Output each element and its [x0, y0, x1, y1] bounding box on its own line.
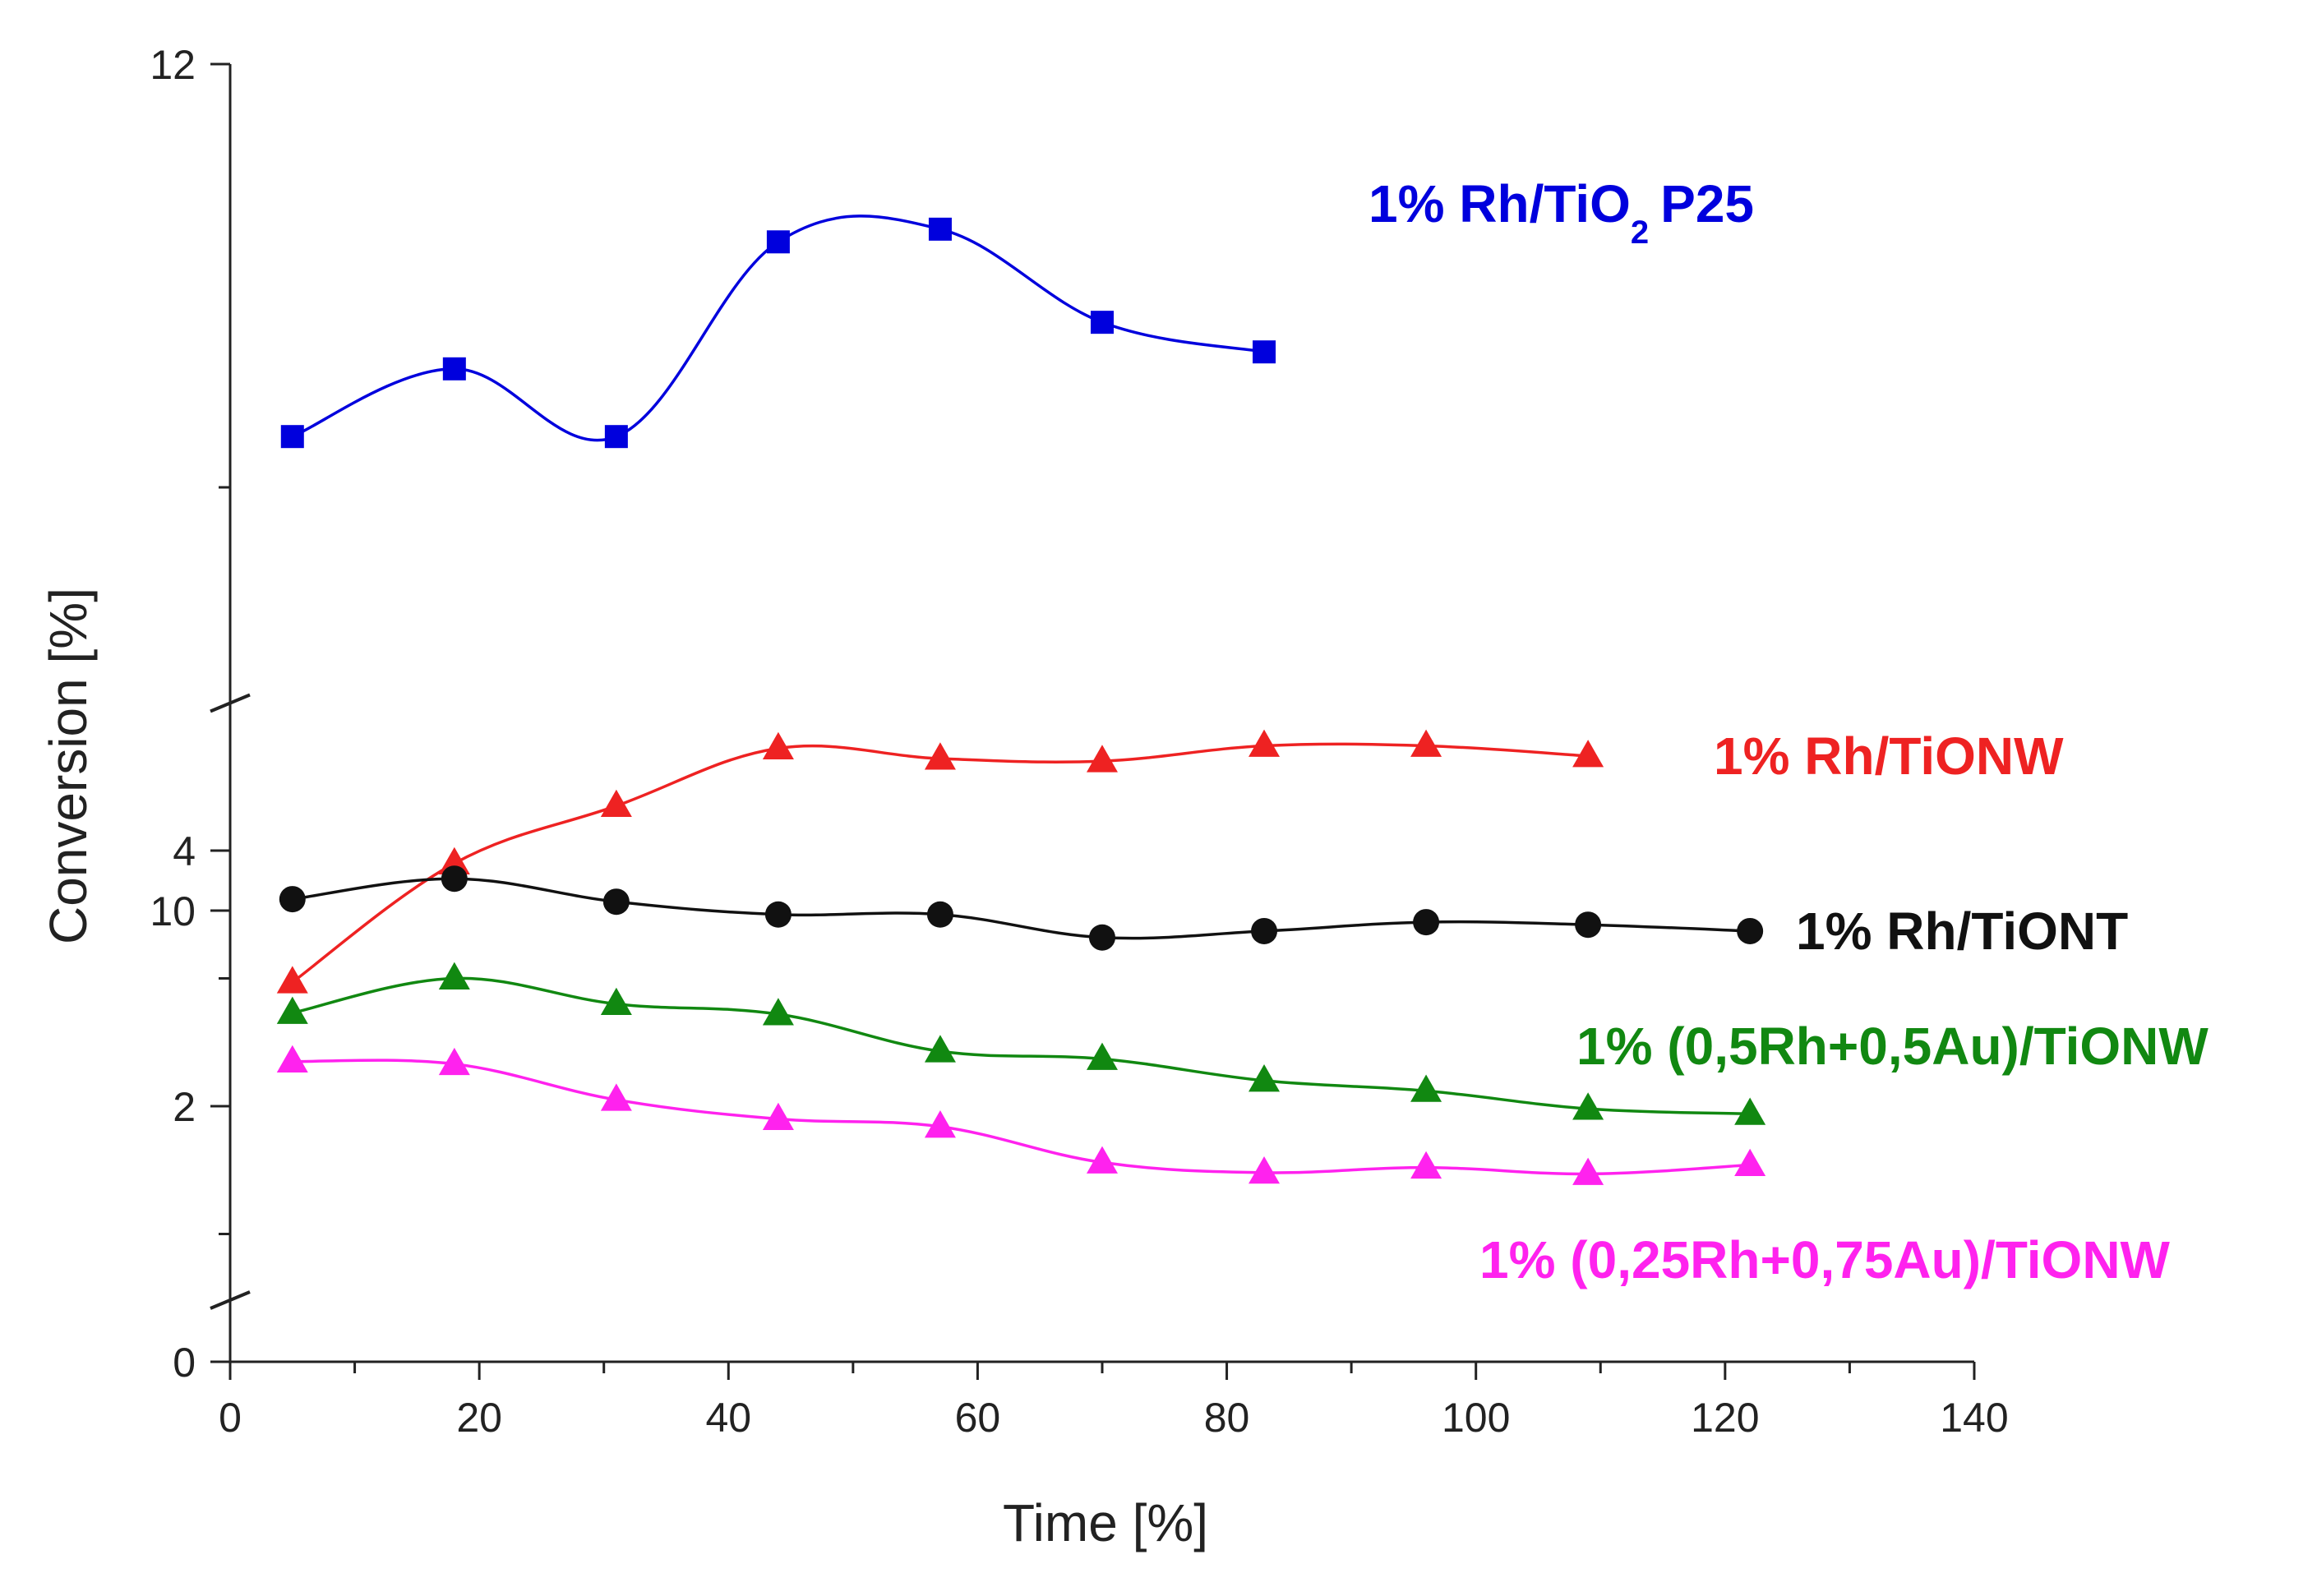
- series-labels: 1% Rh/TiO2 P25 1% Rh/TiONW 1% Rh/TiONT 1%…: [1369, 174, 2209, 1289]
- data-point-triangle: [276, 996, 308, 1024]
- data-point-triangle: [1572, 1092, 1604, 1120]
- y-tick-label: 4: [173, 828, 196, 874]
- data-point-circle: [764, 901, 792, 928]
- y-axis-break-mark-upper: [210, 1290, 251, 1310]
- series-label-rh-tiont: 1% Rh/TiONT: [1796, 902, 2128, 961]
- data-point-circle: [441, 865, 468, 893]
- series-line: [292, 877, 1751, 940]
- data-point-triangle: [1410, 1074, 1442, 1102]
- x-tick-label: 60: [955, 1395, 1001, 1441]
- series-2: [279, 865, 1764, 951]
- series-0: [280, 214, 1276, 449]
- data-point-square: [766, 230, 790, 254]
- data-point-triangle: [1086, 745, 1118, 773]
- data-point-triangle: [924, 1110, 956, 1138]
- data-point-circle: [1088, 924, 1115, 951]
- data-point-triangle: [924, 1035, 956, 1063]
- data-point-triangle: [762, 1102, 794, 1130]
- data-point-circle: [602, 888, 630, 916]
- data-point-triangle: [438, 962, 470, 989]
- data-point-square: [1253, 340, 1276, 364]
- data-point-triangle: [1249, 729, 1281, 757]
- data-point-square: [1090, 311, 1114, 334]
- data-point-triangle: [1086, 1146, 1118, 1174]
- data-point-triangle: [1410, 1151, 1442, 1179]
- data-point-triangle: [1086, 1042, 1118, 1070]
- y-axis-title: Conversion [%]: [39, 588, 98, 944]
- y-tick-label: 0: [173, 1340, 196, 1386]
- data-point-triangle: [924, 742, 956, 770]
- data-point-triangle: [1734, 1148, 1766, 1176]
- data-point-triangle: [1572, 740, 1604, 768]
- x-tick-label: 80: [1204, 1395, 1250, 1441]
- data-point-triangle: [762, 731, 794, 760]
- data-point-square: [604, 425, 628, 449]
- series-line: [292, 1059, 1751, 1176]
- data-point-circle: [1413, 909, 1440, 936]
- data-point-circle: [279, 886, 306, 913]
- data-point-circle: [1575, 911, 1602, 939]
- y-tick-label: 10: [150, 888, 196, 934]
- axes: 0 20 40 60 80 100 120 140 0 2 4 10 12: [150, 42, 2008, 1441]
- x-tick-label: 100: [1442, 1395, 1510, 1441]
- series-3: [276, 962, 1766, 1125]
- data-point-circle: [1251, 917, 1278, 944]
- data-point-triangle: [600, 1083, 632, 1111]
- y-axis-break-mark-lower: [210, 693, 251, 713]
- data-point-triangle: [438, 1047, 470, 1076]
- data-point-square: [442, 357, 466, 381]
- x-tick-label: 40: [705, 1395, 751, 1441]
- data-point-triangle: [762, 998, 794, 1026]
- x-tick-label: 120: [1691, 1395, 1759, 1441]
- data-point-triangle: [1249, 1064, 1281, 1092]
- series-1: [276, 729, 1604, 994]
- series-label-rh-tio2-p25: 1% Rh/TiO2 P25: [1369, 174, 1754, 251]
- data-point-triangle: [1572, 1157, 1604, 1185]
- data-point-triangle: [1734, 1097, 1766, 1125]
- series-line: [292, 976, 1751, 1116]
- data-point-triangle: [600, 789, 632, 818]
- data-point-triangle: [438, 846, 470, 874]
- data-point-triangle: [1410, 729, 1442, 757]
- data-point-square: [928, 217, 952, 241]
- data-point-triangle: [600, 987, 632, 1016]
- x-axis-title: Time [%]: [1003, 1493, 1208, 1552]
- data-point-triangle: [276, 1045, 308, 1073]
- series-line: [291, 742, 1589, 984]
- data-point-square: [280, 425, 304, 449]
- series-4: [276, 1045, 1766, 1185]
- data-point-circle: [1737, 917, 1764, 944]
- series-label-rh-tionw: 1% Rh/TiONW: [1714, 727, 2064, 786]
- data-point-triangle: [276, 966, 308, 994]
- data-point-circle: [926, 901, 953, 928]
- x-tick-label: 0: [219, 1395, 242, 1441]
- series-label-05rh-05au-tionw: 1% (0,5Rh+0,5Au)/TiONW: [1576, 1017, 2209, 1076]
- series-layer: [276, 214, 1766, 1185]
- data-point-triangle: [1249, 1156, 1281, 1184]
- y-tick-label: 12: [150, 42, 196, 88]
- x-tick-label: 20: [456, 1395, 502, 1441]
- series-label-025rh-075au-tionw: 1% (0,25Rh+0,75Au)/TiONW: [1479, 1230, 2171, 1289]
- y-tick-label: 2: [173, 1084, 196, 1130]
- x-tick-label: 140: [1940, 1395, 2008, 1441]
